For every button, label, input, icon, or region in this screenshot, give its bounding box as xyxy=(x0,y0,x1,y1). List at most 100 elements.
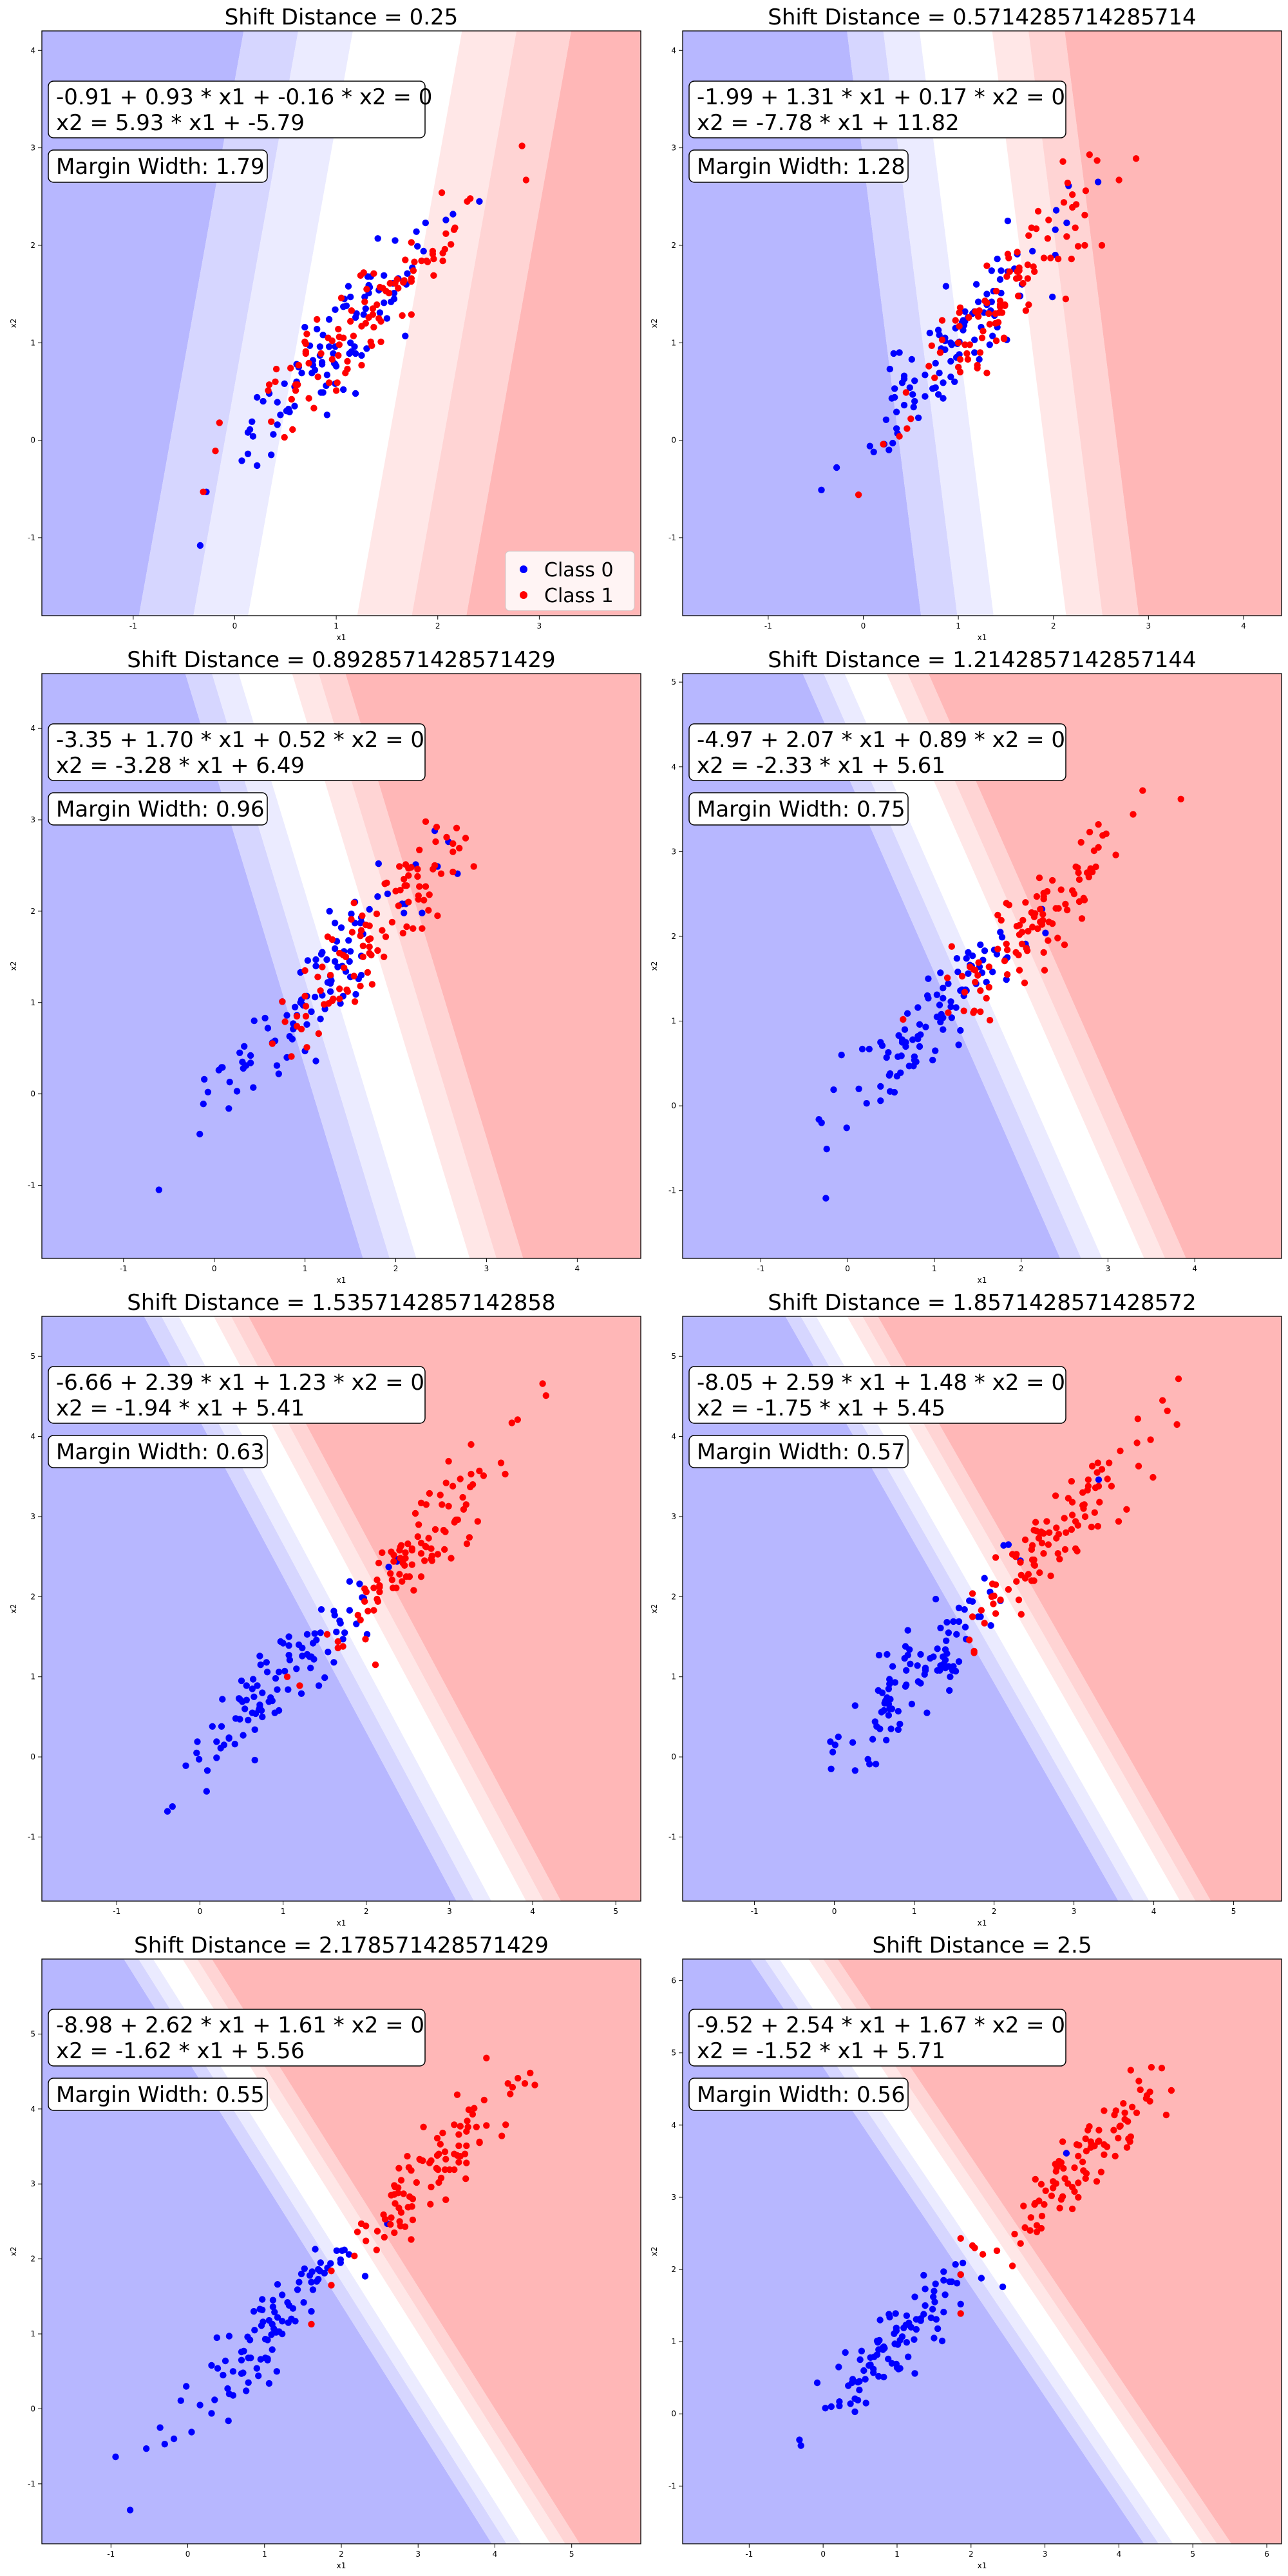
class0-point xyxy=(251,1693,258,1700)
class0-point xyxy=(833,464,840,471)
class1-point xyxy=(381,953,388,961)
class0-point xyxy=(298,370,305,377)
class1-point xyxy=(334,379,341,386)
class0-point xyxy=(931,2298,938,2306)
class0-point xyxy=(275,1707,283,1714)
x-axis-label: x1 xyxy=(978,1918,987,1927)
margin-width-text: Margin Width: 0.57 xyxy=(697,1439,905,1465)
class1-point xyxy=(314,374,321,381)
boundary-line-equation: x2 = 5.93 * x1 + -5.79 xyxy=(56,110,305,136)
class1-point xyxy=(387,1570,394,1577)
class1-point xyxy=(998,916,1005,924)
class1-point xyxy=(445,1457,452,1465)
class0-point xyxy=(325,316,333,323)
y-tick-label: -1 xyxy=(28,2479,35,2488)
class0-point xyxy=(948,2278,956,2286)
y-tick-label: 3 xyxy=(671,847,676,856)
class1-point xyxy=(1032,225,1040,232)
class1-point xyxy=(956,323,963,330)
class0-point xyxy=(308,1008,315,1016)
class1-point xyxy=(410,267,417,274)
class1-point xyxy=(422,883,430,890)
class1-point xyxy=(1054,934,1061,942)
class0-point xyxy=(298,2270,305,2278)
class0-point xyxy=(892,2310,899,2317)
class1-point xyxy=(347,317,354,325)
class1-point xyxy=(301,338,308,345)
class0-point xyxy=(943,1618,951,1626)
class1-point xyxy=(1070,890,1078,898)
class1-point xyxy=(954,339,962,346)
decision-band-4 xyxy=(992,31,1103,616)
class0-point xyxy=(196,2401,204,2409)
scatter-points xyxy=(796,2063,1175,2449)
class1-point xyxy=(412,1510,419,1517)
class0-point xyxy=(1042,929,1049,936)
class0-point xyxy=(254,462,261,469)
class1-point xyxy=(1123,2144,1131,2151)
class0-point xyxy=(238,2356,245,2363)
x-axis-label: x1 xyxy=(337,2561,346,2570)
class0-point xyxy=(238,2370,245,2377)
class1-point xyxy=(357,927,365,934)
class1-point xyxy=(542,1392,549,1399)
class1-point xyxy=(957,2271,964,2278)
equation-box xyxy=(688,80,1066,138)
class1-point xyxy=(1032,2175,1039,2183)
class0-point xyxy=(275,1669,283,1676)
class0-point xyxy=(903,1667,910,1674)
class0-point xyxy=(330,1607,337,1615)
class1-point xyxy=(415,892,422,900)
class1-point xyxy=(497,1459,505,1466)
class1-point xyxy=(429,247,437,255)
class0-point xyxy=(947,998,954,1005)
class1-point xyxy=(1068,255,1075,263)
x-tick-label: -1 xyxy=(764,621,772,630)
class0-point xyxy=(218,1723,225,1730)
class0-point xyxy=(870,448,877,455)
class1-point xyxy=(1016,264,1023,271)
class1-point xyxy=(359,912,366,920)
class1-point xyxy=(265,387,272,394)
class1-point xyxy=(370,1607,377,1614)
class0-point xyxy=(913,1058,920,1065)
class1-point xyxy=(1041,967,1048,974)
class0-point xyxy=(269,2303,277,2311)
class1-point xyxy=(357,933,364,940)
class1-point xyxy=(408,239,415,246)
class0-point xyxy=(232,1715,240,1722)
class1-point xyxy=(314,973,321,981)
x-tick-label: 2 xyxy=(992,1907,997,1916)
class1-point xyxy=(383,879,390,887)
class0-point xyxy=(849,2376,857,2383)
class1-point xyxy=(1091,1509,1099,1516)
y-axis-label: x2 xyxy=(9,2247,18,2257)
class1-point xyxy=(395,902,402,909)
class0-point xyxy=(177,2397,184,2404)
subplot-title: Shift Distance = 2.178571428571429 xyxy=(134,1933,549,1958)
class0-point xyxy=(341,1629,348,1636)
class1-point xyxy=(405,898,412,905)
class1-point xyxy=(1097,2168,1105,2175)
class0-point xyxy=(955,1618,963,1625)
class1-point xyxy=(335,325,342,333)
class0-point xyxy=(225,1734,232,1741)
y-tick-label: 0 xyxy=(671,2409,676,2418)
y-tick-label: 2 xyxy=(30,241,35,250)
class0-point xyxy=(268,451,275,459)
class0-point xyxy=(893,2324,900,2331)
class1-point xyxy=(1061,2175,1068,2182)
class0-point xyxy=(943,1637,950,1644)
class1-point xyxy=(388,1577,395,1584)
class1-point xyxy=(344,357,351,365)
class0-point xyxy=(922,1023,929,1030)
class0-point xyxy=(244,450,252,457)
class0-point xyxy=(213,2334,220,2342)
class1-point xyxy=(324,933,332,940)
class1-point xyxy=(350,332,357,339)
y-axis-label: x2 xyxy=(9,1604,18,1614)
class0-point xyxy=(188,2429,195,2436)
class0-point xyxy=(319,332,327,339)
class1-point xyxy=(414,866,421,873)
class1-point xyxy=(439,1501,446,1508)
